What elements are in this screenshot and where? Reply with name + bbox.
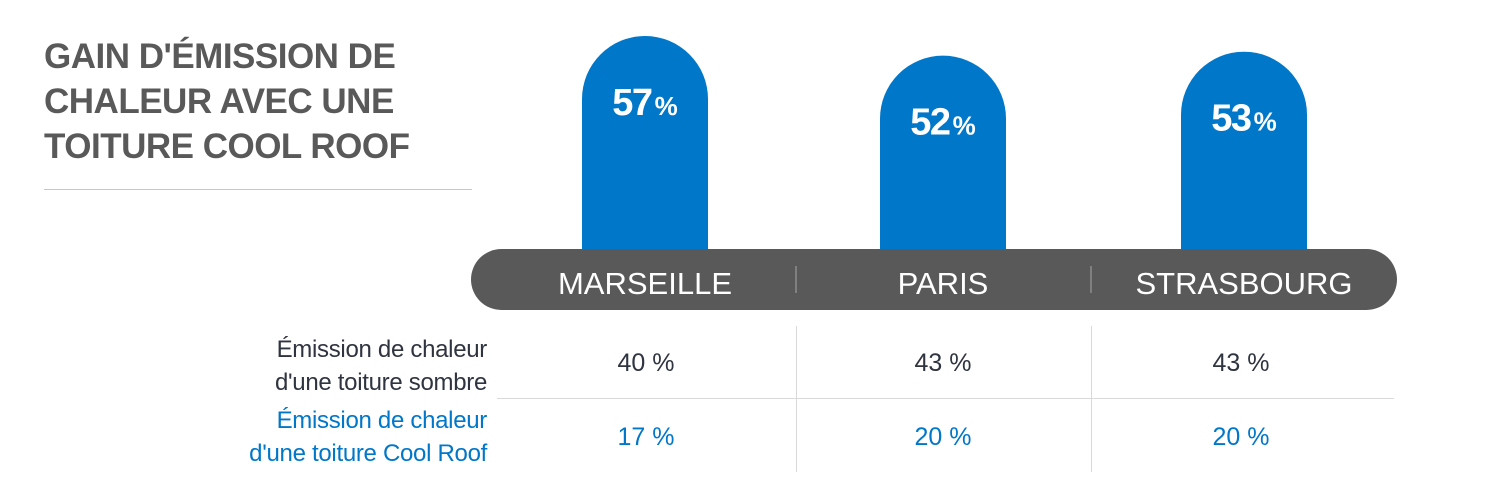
table-row-divider — [497, 398, 1394, 399]
city-labels-layer: MARSEILLE PARIS STRASBOURG — [558, 266, 1353, 301]
chart-title: GAIN D'ÉMISSION DE CHALEUR AVEC UNE TOIT… — [44, 37, 410, 166]
bar-marseille — [582, 36, 708, 260]
city-label-paris: PARIS — [898, 266, 989, 301]
row-label-dark-roof: Émission de chaleur d'une toiture sombre — [275, 333, 487, 399]
row-label-line: d'une toiture Cool Roof — [249, 440, 487, 467]
bars-layer: 57% 52% 53% — [582, 36, 1307, 261]
table-cell-marseille-cool: 17 % — [617, 423, 675, 451]
bar-value-label: 52% — [910, 102, 975, 144]
city-band — [471, 249, 1397, 310]
bar-paris — [880, 55, 1006, 261]
table-cell-paris-cool: 20 % — [914, 423, 972, 451]
city-label-strasbourg: STRASBOURG — [1135, 266, 1352, 301]
bar-strasbourg — [1181, 51, 1307, 261]
table-cell-marseille-dark: 40 % — [617, 349, 675, 377]
table-column-divider — [796, 326, 797, 472]
row-label-line: d'une toiture sombre — [274, 369, 487, 396]
table-cell-strasbourg-dark: 43 % — [1212, 349, 1270, 377]
bar-chart: 57% 52% 53% MARSEILLE PARIS STRASBOURG — [471, 36, 1397, 310]
title-divider — [44, 189, 472, 190]
bar-value-label: 53% — [1211, 98, 1276, 140]
row-label-line: Émission de chaleur — [276, 336, 488, 363]
row-label-line: Émission de chaleur — [276, 407, 488, 434]
row-label-cool-roof: Émission de chaleur d'une toiture Cool R… — [249, 404, 487, 470]
table-cell-strasbourg-cool: 20 % — [1212, 423, 1270, 451]
city-label-marseille: MARSEILLE — [558, 266, 732, 301]
bar-value-label: 57% — [612, 82, 677, 124]
table-column-divider — [1091, 326, 1092, 472]
table-cell-paris-dark: 43 % — [914, 349, 972, 377]
